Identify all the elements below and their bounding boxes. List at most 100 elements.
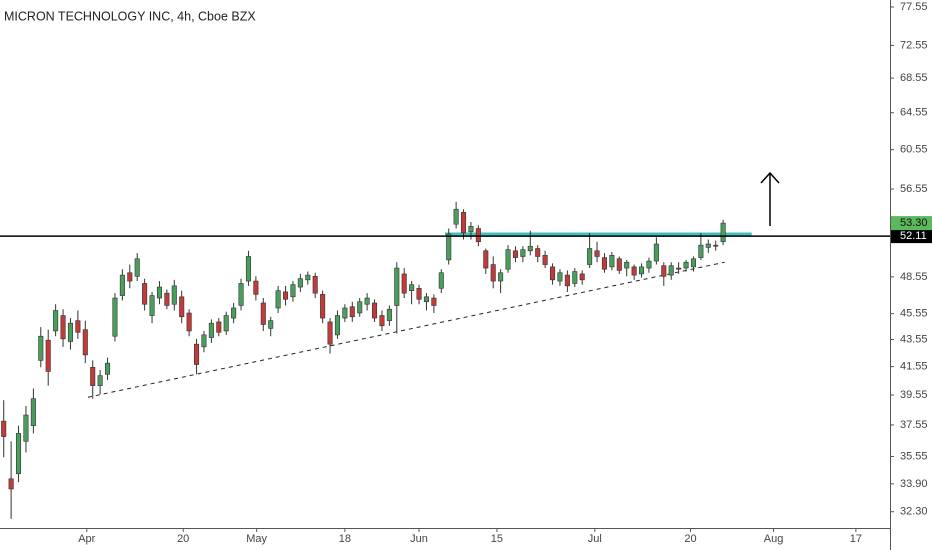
candle-body [82, 329, 88, 356]
candle-body [194, 343, 200, 365]
candle-body [312, 275, 318, 294]
candle-body [409, 284, 415, 291]
candle-body [416, 287, 422, 300]
x-tick-label: Apr [78, 533, 95, 545]
candle-body [97, 375, 103, 386]
candle-body [67, 322, 73, 342]
candle-body [475, 228, 481, 243]
candle-body [171, 285, 177, 305]
x-tick-label: 20 [177, 533, 189, 545]
y-tick-label: 39.55 [900, 389, 928, 401]
candle-body [461, 212, 467, 234]
y-tick-label: 48.55 [900, 271, 928, 283]
candle-body [505, 249, 511, 270]
candle-body [550, 266, 556, 281]
candle-body [579, 273, 585, 281]
chart-title: MICRON TECHNOLOGY INC, 4h, Cboe BZX [4, 9, 256, 23]
candle-body [149, 295, 155, 316]
y-tick-label: 56.55 [900, 183, 928, 195]
candle-body [238, 283, 244, 306]
up-arrow [760, 171, 780, 226]
candle-body [268, 320, 274, 329]
candle-body [223, 315, 229, 332]
candle-body [142, 283, 148, 305]
candle-body [357, 301, 363, 314]
candle-body [453, 208, 459, 225]
candle-body [394, 267, 400, 306]
y-tick-label: 37.55 [900, 419, 928, 431]
candle-body [105, 362, 111, 375]
candle-body [668, 265, 674, 276]
candle-body [327, 321, 333, 345]
candle-body [720, 222, 726, 243]
candle-body [557, 272, 563, 282]
x-tick-label: 20 [684, 533, 696, 545]
candle-body [364, 297, 370, 305]
candle-body [75, 320, 81, 333]
candle-body [231, 307, 237, 319]
candle-body [305, 274, 311, 281]
candle-body [512, 250, 518, 258]
candle-body [520, 249, 526, 257]
candle-body [45, 339, 51, 372]
y-tick-label: 64.55 [900, 107, 928, 119]
y-tick-label: 33.90 [900, 478, 928, 490]
candle-body [616, 258, 622, 271]
x-tick-label: 17 [850, 533, 862, 545]
candle-body [468, 226, 474, 233]
candle-body [275, 290, 281, 309]
candle-body [564, 274, 570, 287]
y-tick-label: 41.55 [900, 361, 928, 373]
candle-body [653, 243, 659, 262]
candle-body [8, 478, 14, 490]
candle-body [423, 296, 429, 303]
candle-body [661, 265, 667, 277]
candle-body [283, 291, 289, 300]
candle-body [542, 255, 548, 265]
candle-body [713, 244, 719, 247]
y-tick-label: 60.55 [900, 144, 928, 156]
candle-body [297, 278, 303, 288]
x-tick-label: May [246, 533, 267, 545]
candle-body [216, 321, 222, 333]
candle-body [60, 315, 66, 340]
candle-body [379, 315, 385, 327]
candle-body [483, 250, 489, 269]
candle-body [438, 272, 444, 289]
x-tick-label: 15 [491, 533, 503, 545]
price-line-label-bg [891, 229, 932, 244]
price-line-label: 52.11 [900, 230, 927, 242]
candle-body [119, 274, 125, 296]
candle-body [38, 335, 44, 361]
candle-body [179, 296, 185, 318]
candle-body [156, 286, 162, 299]
y-tick-label: 77.55 [900, 1, 928, 13]
candle-body [594, 250, 600, 257]
candle-body [683, 261, 689, 269]
candle-body [401, 273, 407, 294]
candle-body [646, 260, 652, 269]
candle-body [342, 307, 348, 319]
last-price-label: 53.30 [900, 217, 928, 229]
candle-body [705, 243, 711, 248]
candle-body [490, 264, 496, 282]
candle-body [245, 256, 251, 282]
candle-body [386, 308, 392, 321]
x-tick-label: Aug [764, 533, 784, 545]
candle-body [624, 261, 630, 269]
candle-body [164, 292, 170, 306]
y-tick-label: 35.55 [900, 450, 928, 462]
candle-body [320, 294, 326, 319]
x-tick-label: 18 [339, 533, 351, 545]
candle-body [186, 312, 192, 332]
candle-body [349, 306, 355, 318]
candle-body [127, 272, 133, 282]
candle-body [676, 267, 682, 270]
candle-body [112, 297, 118, 337]
candle-body [260, 302, 266, 325]
candle-body [372, 302, 378, 319]
candle-body [535, 248, 541, 257]
candle-body [690, 258, 696, 268]
